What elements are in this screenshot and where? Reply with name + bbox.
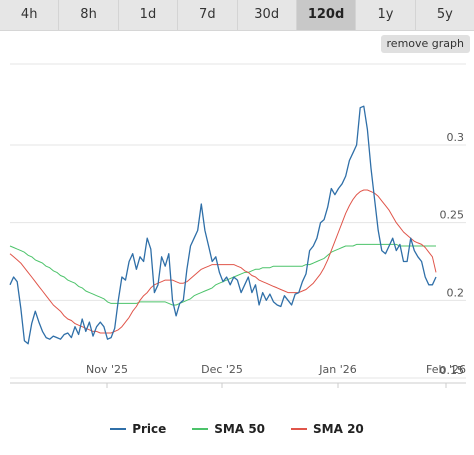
legend-swatch-sma50 <box>192 428 209 430</box>
legend-item-sma50[interactable]: SMA 50 <box>192 420 265 438</box>
tab-8h[interactable]: 8h <box>59 0 119 30</box>
legend-item-sma20[interactable]: SMA 20 <box>291 420 364 438</box>
chart-legend: Price SMA 50 SMA 20 <box>0 420 474 438</box>
y-tick-label: 0.3 <box>447 131 465 144</box>
price-chart: 0.15 0.2 0.25 0.3 Nov '25 Dec '25 Jan '26 Feb … <box>9 63 466 388</box>
tab-30d[interactable]: 30d <box>238 0 297 30</box>
series-lines <box>9 105 437 345</box>
tab-1d[interactable]: 1d <box>119 0 179 30</box>
tab-7d[interactable]: 7d <box>178 0 238 30</box>
series-line-sma50 <box>9 243 436 306</box>
legend-swatch-price <box>110 428 127 430</box>
x-tick-label: Feb '26 <box>426 363 466 376</box>
legend-label-price: Price <box>132 422 167 436</box>
x-tick-label: Jan '26 <box>318 363 356 376</box>
legend-label-sma50: SMA 50 <box>214 422 266 436</box>
y-tick-label: 0.25 <box>440 209 465 222</box>
legend-swatch-sma20 <box>291 428 308 430</box>
y-tick-label: 0.15 <box>440 364 465 377</box>
x-axis-ticks: Nov '25 Dec '25 Jan '26 Feb '26 <box>86 363 466 388</box>
tab-120d[interactable]: 120d <box>296 0 357 30</box>
tab-4h[interactable]: 4h <box>0 0 60 30</box>
remove-graph-button[interactable]: remove graph <box>380 35 470 53</box>
series-line-price <box>9 105 437 345</box>
tab-1y[interactable]: 1y <box>356 0 416 30</box>
grid-lines <box>10 63 466 384</box>
y-axis-ticks: 0.15 0.2 0.25 0.3 <box>440 131 465 377</box>
tab-5y[interactable]: 5y <box>436 7 453 22</box>
timeframe-tabs: 4h 8h 1d 7d 30d 120d 1y 5y <box>0 0 474 31</box>
y-tick-label: 0.2 <box>447 286 465 299</box>
x-tick-label: Dec '25 <box>201 363 243 376</box>
legend-label-sma20: SMA 20 <box>313 422 364 436</box>
series-line-sma20 <box>9 189 437 334</box>
x-tick-label: Nov '25 <box>86 363 128 376</box>
legend-item-price[interactable]: Price <box>110 420 166 438</box>
